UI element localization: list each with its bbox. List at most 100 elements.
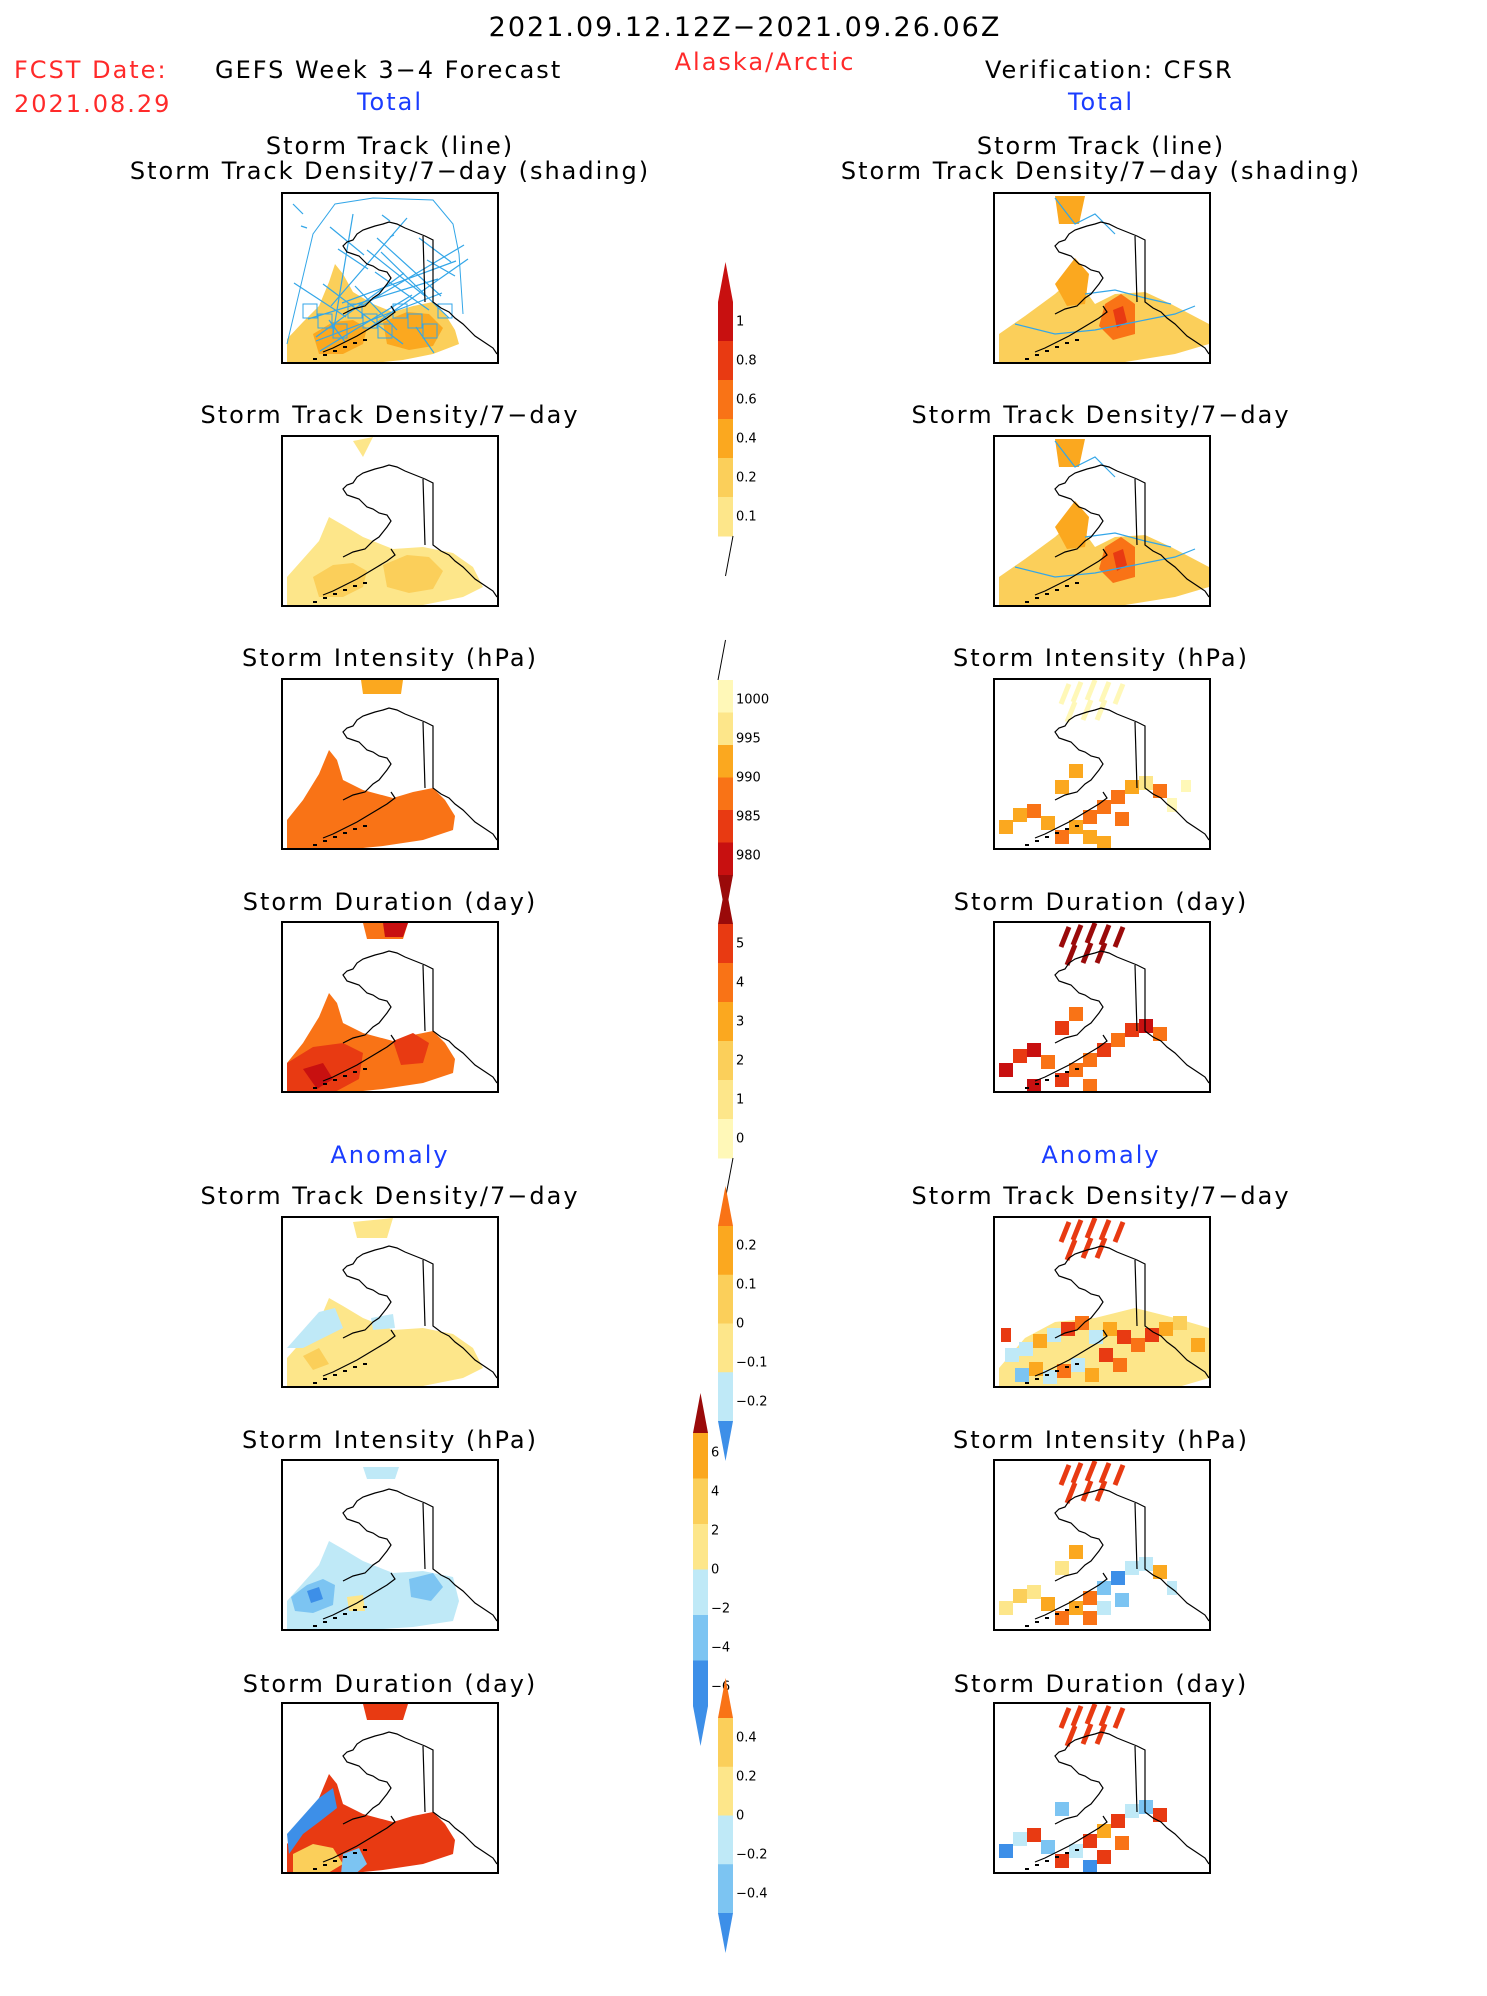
anomaly-cell [1013,1589,1027,1603]
island [333,350,337,352]
storm-track-line [437,303,453,319]
border-line [1134,1259,1138,1327]
island [1075,582,1079,584]
colorbar-tick-label: 0.2 [736,470,757,485]
duration-cell [999,1063,1013,1077]
anomaly-core [307,1587,323,1603]
island [323,354,327,356]
colorbar-segment [718,712,733,746]
title-density-anom-left: Storm Track Density/7−day [200,1182,580,1210]
colorbar-segment [693,1478,708,1525]
island [1025,1382,1029,1384]
intensity-streak [1084,680,1098,701]
anomaly-cell [1033,1334,1047,1348]
storm-track-line [359,244,465,308]
alaska-peninsula [1034,305,1108,353]
alaska-peninsula [322,1572,396,1620]
storm-track-line [302,303,318,319]
island [1035,354,1039,356]
colorbar-intensity-anomaly: 6 4 2 0 −2 −4 −6 [693,1393,773,1789]
island [1055,1370,1059,1372]
colorbar-tail-bottom [718,1421,733,1461]
anomaly-streak [1064,1725,1078,1747]
colorbar-segment [718,1002,733,1042]
island [1045,1617,1049,1619]
title-intensity-right: Storm Intensity (hPa) [953,644,1249,672]
island [313,601,317,603]
anomaly-cell [1029,1362,1043,1376]
island [313,1868,317,1870]
colorbar-density-anomaly: 0.2 0.1 0 −0.1 −0.2 [718,1186,798,1504]
anomaly-region [999,1308,1209,1386]
island [1055,589,1059,591]
anomaly-cell [1083,1860,1097,1872]
period-title: 2021.09.12.12Z−2021.09.26.06Z [488,12,1002,43]
island [1075,825,1079,827]
anomaly-cell [999,1601,1013,1615]
anomaly-streak [1058,1221,1072,1243]
anomaly-cell [1055,1802,1069,1816]
island [1075,1068,1079,1070]
colorbar-tick-label: 3 [736,1014,744,1029]
colorbar-tick-label: 0 [736,1131,744,1146]
anomaly-cell [1145,1328,1159,1342]
map-density-anomaly-forecast [281,1216,499,1388]
storm-track-line [315,272,405,338]
anomaly-cell [1099,1348,1113,1362]
intensity-cell [1069,764,1083,778]
title-track-shading-right: Storm Track Density/7−day (shading) [840,157,1362,185]
density-core [383,555,443,593]
storm-track-line [415,326,435,354]
island [323,1083,327,1085]
region-title: Alaska/Arctic [674,48,856,76]
colorbar-tail-bottom [693,1706,708,1746]
storm-track-line [407,313,423,329]
anomaly-streak [1064,1482,1078,1504]
island [1065,828,1069,830]
colorbar-segment [718,963,733,1003]
anomaly-streak [1094,1480,1108,1502]
colorbar-tick-label: −0.1 [736,1355,768,1370]
duration-cell [1083,1053,1097,1067]
anomaly-streak [1058,1464,1072,1486]
colorbar-tick-label: 985 [736,809,761,824]
intensity-region [361,680,403,694]
duration-cell [1027,1079,1041,1091]
island [333,1079,337,1081]
anomaly-cell [1027,1585,1041,1599]
anomaly-streak [1094,1237,1108,1259]
storm-track-line [381,214,391,222]
island [313,1382,317,1384]
anomaly-cell [1097,1581,1111,1595]
border-line [422,1259,426,1327]
density-core [1055,501,1089,549]
intensity-cell [1097,800,1111,814]
colorbar-tick-label: 4 [711,1484,719,1499]
island [323,840,327,842]
intensity-cell [1055,780,1069,794]
anomaly-cell [1097,1601,1111,1615]
intensity-streak [1080,699,1094,721]
duration-cell [1153,1027,1167,1041]
intensity-streak [1070,681,1084,703]
anomaly-cell [1191,1338,1205,1352]
colorbar-segment [718,680,733,713]
anomaly-streak [1080,1480,1094,1502]
anomaly-cell [1047,1328,1061,1342]
title-duration-left: Storm Duration (day) [242,888,538,916]
storm-track-line [341,260,457,304]
anomaly-cell [1159,1322,1173,1336]
colorbar-tick-label: 990 [736,770,761,785]
colorbar-tick-label: 0.4 [736,431,757,446]
anomaly-streak [1098,1462,1112,1484]
storm-track-line [366,249,426,297]
colorbar-segment [693,1660,708,1707]
island [1035,840,1039,842]
anomaly-cell [1013,1832,1027,1846]
duration-core [383,923,408,937]
anomaly-cell [1041,1840,1055,1854]
colorbar-segment [693,1569,708,1616]
anomaly-cell [1001,1328,1011,1342]
colorbar-segment [718,842,733,876]
island [353,585,357,587]
